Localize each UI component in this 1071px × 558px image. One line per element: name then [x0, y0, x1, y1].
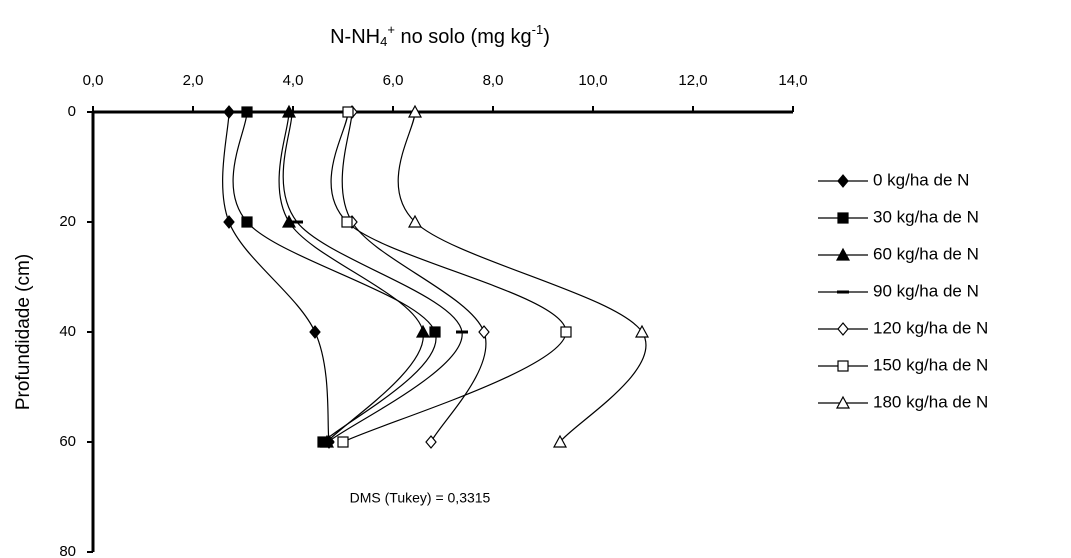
annotation: DMS (Tukey) = 0,3315	[350, 490, 491, 506]
series-line	[282, 111, 463, 443]
series-line	[330, 111, 567, 443]
marker	[286, 110, 298, 114]
marker	[837, 212, 849, 224]
y-tick-label: 60	[59, 433, 76, 450]
marker	[223, 215, 235, 229]
legend-label: 0 kg/ha de N	[873, 170, 969, 189]
title-part: N-NH	[330, 26, 380, 48]
marker	[407, 214, 423, 228]
y-tick-label: 40	[59, 323, 76, 340]
x-tick-label: 14,0	[778, 72, 807, 89]
marker	[415, 324, 431, 338]
legend-label: 120 kg/ha de N	[873, 318, 988, 337]
title-part: +	[387, 22, 395, 37]
series-line	[397, 111, 647, 443]
marker	[337, 436, 349, 448]
marker	[322, 440, 334, 444]
x-tick-label: 4,0	[283, 72, 304, 89]
title-part: no solo (mg kg	[395, 26, 532, 48]
title-part: -1	[532, 22, 544, 37]
marker	[837, 322, 849, 336]
legend-label: 180 kg/ha de N	[873, 392, 988, 411]
x-tick-label: 8,0	[483, 72, 504, 89]
marker	[835, 247, 851, 261]
marker	[342, 106, 354, 118]
marker	[634, 324, 650, 338]
marker	[456, 330, 468, 334]
marker	[241, 216, 253, 228]
y-tick-label: 80	[59, 543, 76, 558]
y-tick-label: 0	[68, 103, 76, 120]
series-line	[232, 111, 437, 443]
y-axis-label: Profundidade (cm)	[13, 254, 34, 410]
x-tick-label: 2,0	[183, 72, 204, 89]
marker	[837, 174, 849, 188]
marker	[837, 290, 849, 294]
marker	[560, 326, 572, 338]
legend-label: 90 kg/ha de N	[873, 281, 979, 300]
marker	[291, 220, 303, 224]
x-tick-label: 10,0	[578, 72, 607, 89]
series-line	[222, 111, 330, 443]
series-line	[278, 111, 424, 443]
marker	[429, 326, 441, 338]
marker	[835, 395, 851, 409]
title-part: )	[543, 26, 550, 48]
legend-label: 150 kg/ha de N	[873, 355, 988, 374]
chart-title: N-NH​4​+​ no solo (mg kg​-1​)​	[330, 22, 550, 49]
x-tick-label: 12,0	[678, 72, 707, 89]
marker	[478, 325, 490, 339]
x-tick-label: 6,0	[383, 72, 404, 89]
marker	[407, 104, 423, 118]
marker	[837, 360, 849, 372]
marker	[223, 105, 235, 119]
marker	[425, 435, 437, 449]
series-line	[341, 111, 487, 443]
marker	[552, 434, 568, 448]
x-tick-label: 0,0	[83, 72, 104, 89]
marker	[241, 106, 253, 118]
legend-label: 30 kg/ha de N	[873, 207, 979, 226]
y-tick-label: 20	[59, 213, 76, 230]
legend-label: 60 kg/ha de N	[873, 244, 979, 263]
title-part: 4	[380, 34, 387, 49]
marker	[341, 216, 353, 228]
marker	[309, 325, 321, 339]
